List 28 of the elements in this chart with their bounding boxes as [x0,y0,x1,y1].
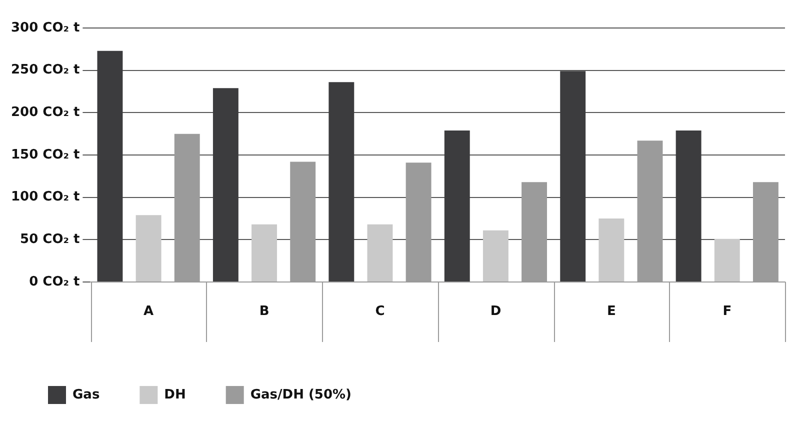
bar [212,88,238,282]
bar [482,230,508,282]
y-tick-label: 250 CO₂ t [10,62,80,78]
y-tick-label: 0 CO₂ t [29,274,80,290]
y-tick-label: 100 CO₂ t [10,190,80,205]
y-tick-label: 50 CO₂ t [20,232,80,248]
bar [97,50,123,282]
legend-label: Gas/DH (50%) [250,387,352,402]
y-tick-label: 150 CO₂ t [10,147,80,162]
bar [252,224,277,282]
bar [136,215,162,282]
bar [328,82,354,282]
x-tick-label: A [144,304,154,320]
bar [444,130,470,282]
bar [560,71,586,282]
x-tick-label: F [722,304,732,320]
bar [367,224,393,282]
x-tick-label: D [490,304,502,320]
legend-label: DH [164,387,186,402]
bar [676,130,702,282]
y-tick-label: 300 CO₂ t [10,20,80,36]
x-tick-label: C [375,304,385,320]
bar [598,218,624,282]
legend-label: Gas [72,387,100,402]
bar [714,238,740,282]
x-tick-label: E [606,304,616,320]
y-tick-label: 200 CO₂ t [10,105,80,120]
x-tick-label: B [259,304,270,320]
